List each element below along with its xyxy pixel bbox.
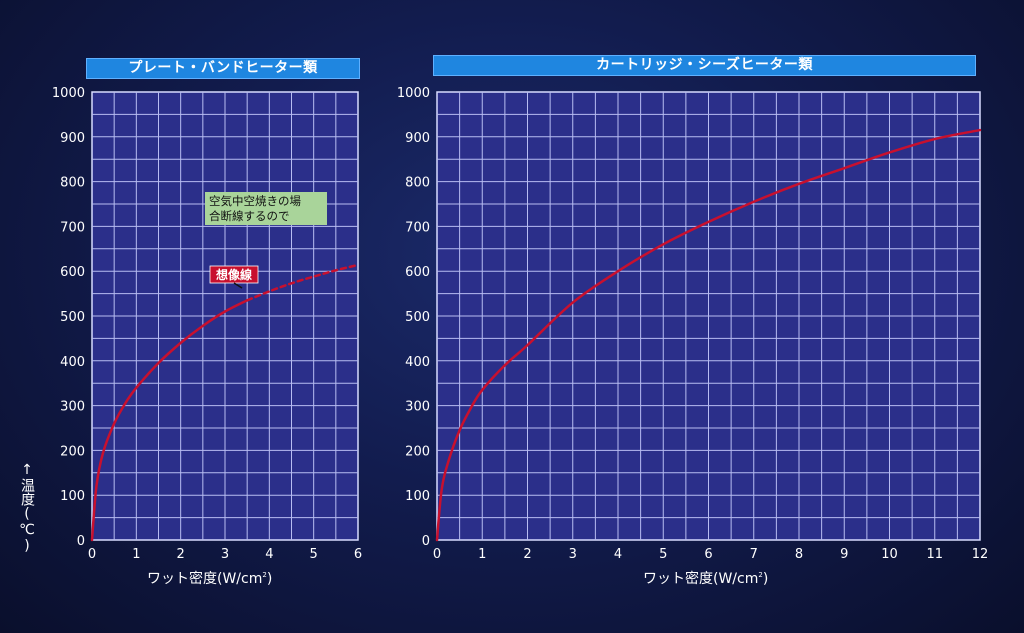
chart1-y-tick-label: 500 [60,310,85,325]
chart2-x-axis-label-main: ワット密度(W/cm [643,571,759,587]
chart1-title: プレート・バンドヒーター類 [86,58,360,79]
chart2-y-tick-label: 600 [405,265,430,280]
chart1-x-axis-label-close: ) [266,571,273,587]
chart2-y-tick-label: 100 [405,489,430,504]
chart2-x-axis-label-close: ) [762,571,769,587]
chart1-series-line-1 [245,263,360,302]
chart2-y-tick-label: 400 [405,355,430,370]
note-box [205,192,327,225]
chart1-grid [92,92,358,540]
chart1-x-tick-label: 0 [88,547,96,562]
chart1-y-tick-label: 400 [60,355,85,370]
chart2-x-axis-label: ワット密度(W/cm2) [643,568,768,588]
chart1-x-tick-label: 5 [310,547,318,562]
chart2-x-axis-label-sup: 2 [758,571,763,579]
chart1-x-axis-label-sup: 2 [262,571,267,579]
imaginary-line-label: 想像線 [215,267,252,282]
chart2-title: カートリッジ・シーズヒーター類 [433,55,976,76]
chart2-x-tick-label: 2 [523,547,531,562]
chart1-x-tick-label: 4 [265,547,273,562]
chart1-x-tick-label: 1 [132,547,140,562]
chart2-x-tick-label: 9 [840,547,848,562]
chart2-x-tick-label: 1 [478,547,486,562]
y-axis-label-text: 温度(℃) [19,478,35,554]
y-axis-label: ↑ 温度(℃) [16,462,38,554]
chart2-y-tick-label: 300 [405,400,430,415]
chart2-x-tick-label: 5 [659,547,667,562]
chart1-x-tick-label: 6 [354,547,362,562]
chart1-y-tick-label: 800 [60,176,85,191]
chart1-y-tick-label: 300 [60,400,85,415]
chart2-y-tick-label: 800 [405,176,430,191]
chart2-x-tick-label: 10 [881,547,898,562]
chart2-y-tick-label: 1000 [397,86,430,101]
chart1-y-tick-label: 100 [60,489,85,504]
chart1-y-tick-label: 1000 [52,86,85,101]
chart1-series-line-0 [90,299,249,542]
chart1-y-tick-label: 200 [60,444,85,459]
chart1-x-axis-label: ワット密度(W/cm2) [147,568,272,588]
note-line-2: 合断線するので [209,209,290,223]
chart1-y-tick-label: 700 [60,220,85,235]
chart2-y-tick-label: 200 [405,444,430,459]
imaginary-line-annotation: 想像線 [209,265,259,289]
y-axis-arrow: ↑ [21,462,33,478]
chart2-x-tick-label: 12 [972,547,989,562]
chart2-x-tick-label: 4 [614,547,622,562]
chart2-y-tick-label: 0 [422,534,430,549]
chart2-x-tick-label: 3 [569,547,577,562]
chart2-x-tick-label: 6 [704,547,712,562]
chart2-y-tick-label: 900 [405,131,430,146]
chart1-x-tick-label: 3 [221,547,229,562]
chart2-x-tick-label: 0 [433,547,441,562]
chart1-x-tick-label: 2 [177,547,185,562]
chart2-y-tick-label: 500 [405,310,430,325]
chart1-y-tick-label: 600 [60,265,85,280]
chart2-x-tick-label: 7 [750,547,758,562]
chart2-x-tick-label: 11 [926,547,943,562]
chart1-y-tick-label: 900 [60,131,85,146]
chart2-x-tick-label: 8 [795,547,803,562]
note-line-1: 空気中空焼きの場 [209,194,301,208]
chart2-grid [437,92,980,540]
imaginary-line-pointer [233,282,243,289]
chart2-series-line-0 [435,128,982,542]
chart2-y-tick-label: 700 [405,220,430,235]
chart1-y-tick-label: 0 [77,534,85,549]
chart1: 0 100 200 300 400 500 600 700 800 900 1000 0 1 2 3 4 5 6 空… [52,86,362,562]
chart1-x-axis-label-main: ワット密度(W/cm [147,571,263,587]
